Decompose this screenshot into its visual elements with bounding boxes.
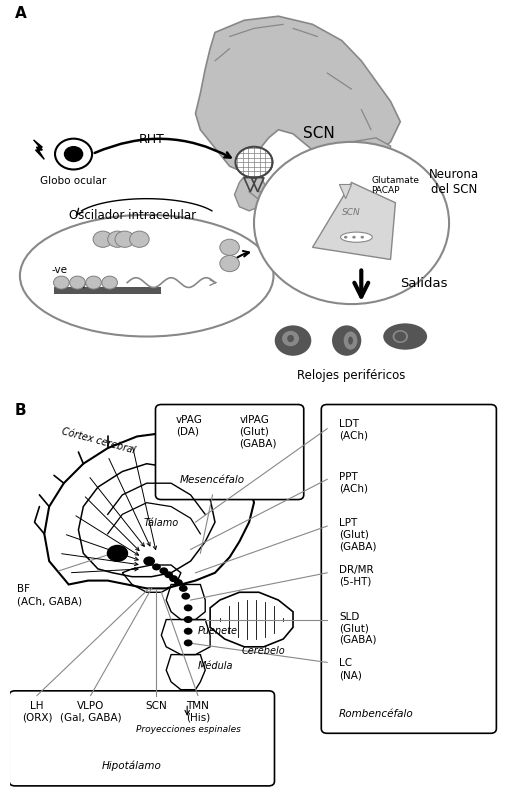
Circle shape: [108, 231, 127, 247]
Circle shape: [254, 142, 449, 304]
Text: vPAG
(DA): vPAG (DA): [176, 415, 203, 436]
Circle shape: [53, 276, 69, 289]
Text: Tálamo: Tálamo: [144, 518, 179, 528]
Circle shape: [220, 239, 239, 255]
Text: Puenete: Puenete: [198, 626, 238, 636]
Circle shape: [143, 556, 155, 566]
FancyBboxPatch shape: [9, 691, 274, 786]
Text: SCN: SCN: [146, 701, 167, 712]
Ellipse shape: [20, 215, 273, 336]
Text: Proyecciones espinales: Proyecciones espinales: [136, 725, 241, 734]
Polygon shape: [235, 170, 269, 211]
Polygon shape: [312, 183, 395, 259]
Text: vlPAG
(Glut)
(GABA): vlPAG (Glut) (GABA): [239, 415, 277, 448]
Text: LDT
(ACh): LDT (ACh): [339, 419, 368, 440]
Circle shape: [160, 568, 168, 574]
Circle shape: [344, 236, 347, 238]
Polygon shape: [339, 184, 352, 199]
Text: Salidas: Salidas: [400, 277, 448, 290]
FancyBboxPatch shape: [321, 405, 496, 733]
Ellipse shape: [393, 330, 408, 343]
Text: Relojes periféricos: Relojes periféricos: [297, 369, 406, 382]
Circle shape: [55, 138, 92, 169]
Ellipse shape: [275, 325, 311, 356]
Text: B: B: [15, 403, 26, 418]
Text: Mesencéfalo: Mesencéfalo: [180, 475, 245, 485]
Text: Globo ocular: Globo ocular: [41, 176, 107, 186]
Text: Oscilador intracelular: Oscilador intracelular: [69, 209, 196, 222]
Text: Cerebelo: Cerebelo: [242, 646, 285, 656]
Text: RHT: RHT: [139, 134, 165, 146]
Polygon shape: [34, 140, 44, 159]
Circle shape: [394, 332, 406, 341]
Text: VLPO
(Gal, GABA): VLPO (Gal, GABA): [60, 701, 121, 723]
Bar: [54, 287, 162, 294]
Text: Córtex cerebral: Córtex cerebral: [60, 427, 136, 456]
Polygon shape: [196, 16, 400, 170]
Text: PACAP: PACAP: [371, 186, 400, 195]
Ellipse shape: [282, 331, 299, 347]
Circle shape: [184, 616, 193, 623]
Text: Hipotálamo: Hipotálamo: [102, 761, 162, 771]
Circle shape: [102, 276, 117, 289]
Text: Glutamate: Glutamate: [371, 176, 419, 185]
Circle shape: [152, 564, 161, 571]
Text: Neurona
del SCN: Neurona del SCN: [429, 169, 479, 196]
Polygon shape: [312, 138, 391, 174]
Text: SLD
(Glut)
(GABA): SLD (Glut) (GABA): [339, 612, 377, 645]
Ellipse shape: [332, 325, 361, 356]
Circle shape: [64, 146, 83, 162]
Ellipse shape: [287, 335, 294, 342]
Text: PPT
(ACh): PPT (ACh): [339, 471, 368, 493]
Text: LH
(ORX): LH (ORX): [22, 701, 52, 723]
Circle shape: [179, 585, 187, 592]
Circle shape: [220, 255, 239, 272]
Text: SCN: SCN: [303, 126, 335, 142]
Ellipse shape: [383, 324, 427, 350]
Circle shape: [115, 231, 135, 247]
Ellipse shape: [340, 232, 372, 242]
Text: TMN
(His): TMN (His): [186, 701, 210, 723]
Circle shape: [93, 231, 113, 247]
Ellipse shape: [348, 336, 353, 345]
Text: SCN: SCN: [342, 208, 361, 217]
Text: Médula: Médula: [198, 661, 233, 671]
FancyBboxPatch shape: [155, 405, 304, 499]
Circle shape: [352, 236, 356, 238]
Bar: [178, 689, 196, 717]
Circle shape: [86, 276, 102, 289]
Circle shape: [184, 639, 193, 646]
Text: DR/MR
(5-HT): DR/MR (5-HT): [339, 565, 374, 587]
Circle shape: [169, 575, 178, 582]
Circle shape: [181, 592, 190, 599]
Circle shape: [107, 545, 128, 562]
Circle shape: [236, 147, 272, 177]
Text: Rombencéfalo: Rombencéfalo: [338, 709, 414, 719]
Circle shape: [130, 231, 149, 247]
Text: A: A: [15, 6, 27, 21]
Circle shape: [164, 572, 173, 578]
Circle shape: [174, 579, 183, 586]
Circle shape: [70, 276, 85, 289]
Text: LC
(NA): LC (NA): [339, 658, 362, 680]
Text: LPT
(Glut)
(GABA): LPT (Glut) (GABA): [339, 518, 377, 552]
Ellipse shape: [344, 332, 358, 350]
Circle shape: [184, 604, 193, 611]
Text: BF
(ACh, GABA): BF (ACh, GABA): [17, 584, 83, 606]
Text: -ve: -ve: [52, 265, 68, 274]
Circle shape: [361, 236, 364, 238]
Circle shape: [184, 628, 193, 634]
